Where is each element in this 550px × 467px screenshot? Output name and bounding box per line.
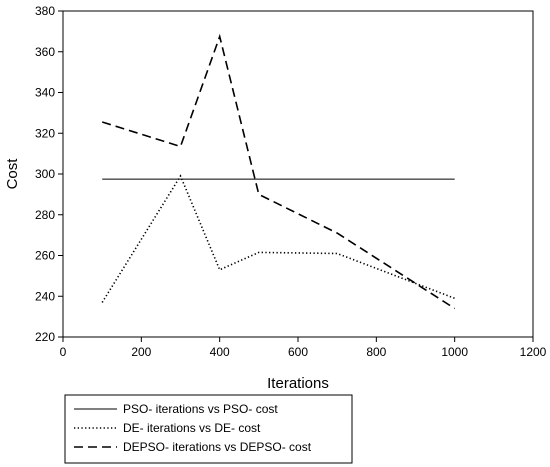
y-tick-label: 220 <box>35 330 55 344</box>
y-tick-label: 360 <box>35 45 55 59</box>
x-tick-label: 1200 <box>520 345 547 359</box>
x-axis-title: Iterations <box>267 375 329 392</box>
x-tick-label: 200 <box>131 345 151 359</box>
y-tick-label: 340 <box>35 86 55 100</box>
x-tick-label: 800 <box>366 345 386 359</box>
y-tick-label: 280 <box>35 208 55 222</box>
series-layer <box>101 33 456 310</box>
x-tick-label: 0 <box>60 345 67 359</box>
legend-label-2: DE- iterations vs DE- cost <box>123 421 261 435</box>
plot-frame <box>62 10 534 338</box>
series-line-2 <box>101 174 455 303</box>
y-tick-label: 240 <box>35 289 55 303</box>
series-line-3 <box>101 33 456 310</box>
legend-box <box>64 394 353 464</box>
x-tick-label: 1000 <box>441 345 468 359</box>
x-axis-ticks: 0 200 400 600 800 1000 1200 <box>60 337 547 359</box>
y-axis-title: Cost <box>4 158 21 190</box>
y-tick-label: 300 <box>35 167 55 181</box>
x-tick-label: 600 <box>288 345 308 359</box>
y-axis-ticks: 220 240 260 280 300 320 340 360 380 <box>35 4 63 344</box>
legend: PSO- iterations vs PSO- cost DE- iteratio… <box>64 394 353 464</box>
y-tick-label: 260 <box>35 249 55 263</box>
legend-label-3: DEPSO- iterations vs DEPSO- cost <box>123 440 312 454</box>
y-tick-label: 380 <box>35 4 55 18</box>
x-tick-label: 400 <box>210 345 230 359</box>
legend-label-1: PSO- iterations vs PSO- cost <box>123 402 278 416</box>
y-tick-label: 320 <box>35 126 55 140</box>
